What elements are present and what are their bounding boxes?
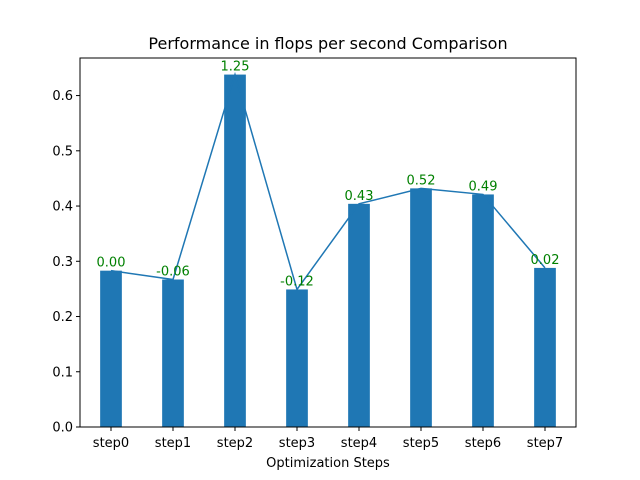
- y-tick-label: 0.2: [52, 310, 73, 325]
- bar-step1: [162, 279, 184, 427]
- x-tick-label-step2: step2: [217, 436, 253, 451]
- chart-title: Performance in flops per second Comparis…: [148, 34, 507, 53]
- x-tick-label-step3: step3: [279, 436, 315, 451]
- x-tick-label-step4: step4: [341, 436, 377, 451]
- y-tick-label: 0.6: [52, 89, 73, 104]
- x-tick-label-step6: step6: [465, 436, 501, 451]
- bar-step5: [410, 188, 432, 427]
- data-label-step3: -0.12: [280, 274, 314, 289]
- y-tick-label: 0.3: [52, 255, 73, 270]
- series-line: [110, 71, 546, 292]
- x-tick-label-step5: step5: [403, 436, 439, 451]
- bar-step6: [472, 194, 494, 427]
- data-label-step6: 0.49: [469, 179, 498, 194]
- plot-area: 0.00 -0.06 1.25 -0.12 0.43 0.52 0.49 0.02 0.0 0.1…: [52, 57, 577, 451]
- data-label-step1: -0.06: [156, 265, 190, 280]
- bar-step2: [224, 74, 246, 427]
- bar-step0: [100, 270, 122, 427]
- y-tick-label: 0.1: [52, 365, 73, 380]
- bar-step3: [286, 289, 308, 427]
- bar-step4: [348, 203, 370, 427]
- x-tick-label-step1: step1: [155, 436, 191, 451]
- y-tick-label: 0.0: [52, 421, 73, 436]
- x-tick-label-step7: step7: [527, 436, 563, 451]
- axes-frame: [79, 57, 577, 428]
- bar-step7: [534, 267, 556, 427]
- data-label-step2: 1.25: [221, 60, 250, 75]
- x-axis-label: Optimization Steps: [266, 456, 390, 471]
- data-label-step7: 0.02: [531, 253, 560, 268]
- y-tick-label: 0.5: [52, 144, 73, 159]
- y-tick-label: 0.4: [52, 200, 73, 215]
- data-label-step4: 0.43: [345, 189, 374, 204]
- x-tick-label-step0: step0: [93, 436, 129, 451]
- data-label-step5: 0.52: [407, 173, 436, 188]
- data-label-step0: 0.00: [97, 256, 126, 271]
